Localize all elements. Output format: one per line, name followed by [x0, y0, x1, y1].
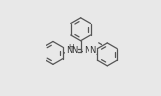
Text: H: H [68, 44, 73, 50]
Text: N: N [84, 46, 90, 55]
Text: N: N [71, 46, 77, 55]
Text: N: N [89, 46, 96, 55]
Text: N: N [66, 46, 72, 55]
